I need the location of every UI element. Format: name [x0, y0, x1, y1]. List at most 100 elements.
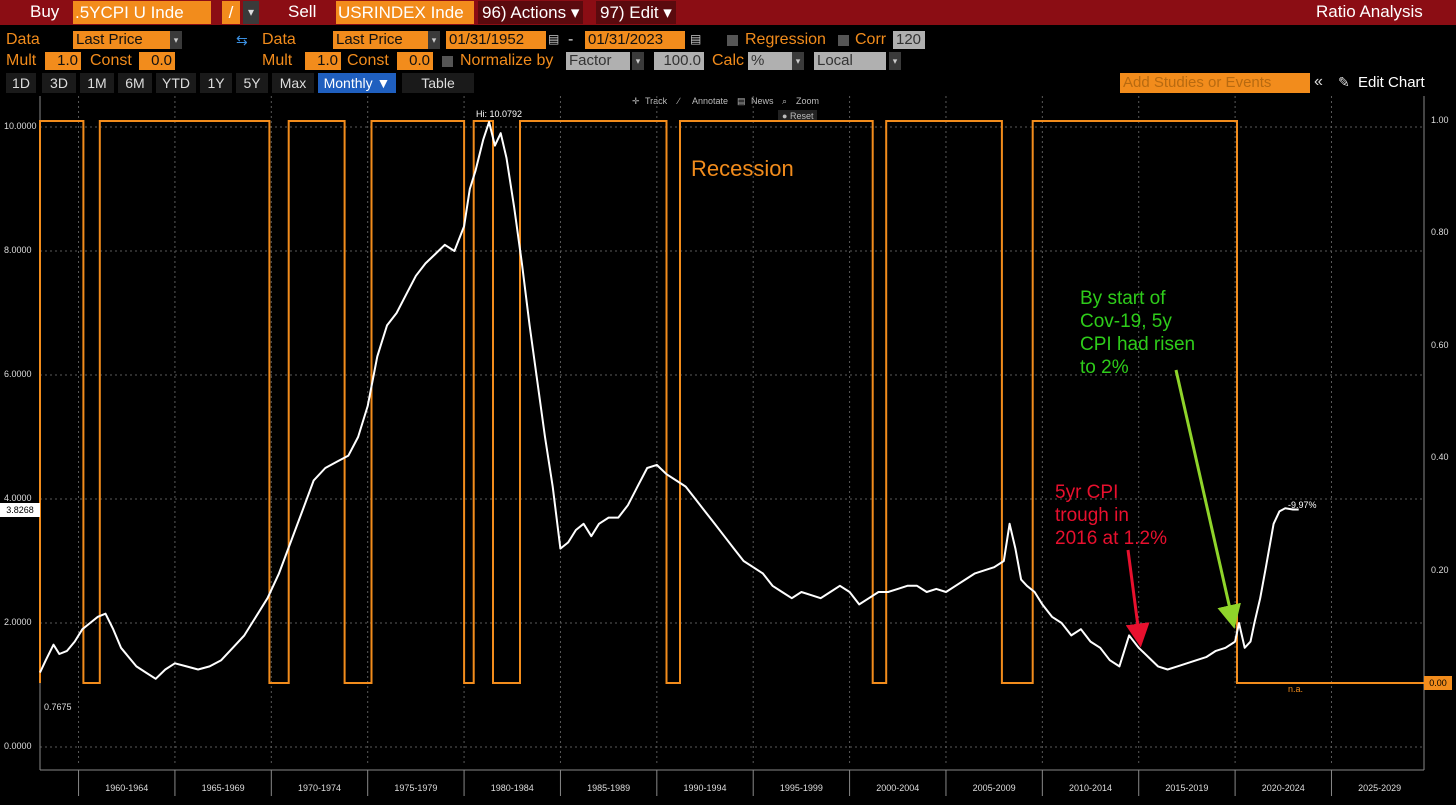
operator-dropdown-icon[interactable]: ▾: [243, 1, 259, 24]
cpi-line: [39, 121, 1299, 680]
end-date-field[interactable]: 01/31/2023: [585, 31, 685, 49]
tab-1y[interactable]: 1Y: [200, 73, 232, 93]
local-field[interactable]: Local: [814, 52, 886, 70]
corr-field[interactable]: 120: [893, 31, 925, 49]
regression-checkbox[interactable]: [727, 35, 738, 46]
start-date-field[interactable]: 01/31/1952: [446, 31, 546, 49]
factor-dropdown-icon[interactable]: ▾: [632, 52, 644, 70]
const-field[interactable]: 0.0: [139, 52, 175, 70]
news-button[interactable]: News: [751, 96, 774, 106]
reset-icon: ●: [782, 111, 788, 121]
reset-button[interactable]: ● Reset: [778, 110, 818, 122]
data-label: Data: [6, 31, 40, 48]
annotate-button[interactable]: Annotate: [692, 96, 729, 106]
buy-button[interactable]: Buy: [30, 2, 60, 21]
tab-5y[interactable]: 5Y: [236, 73, 268, 93]
calc-field[interactable]: %: [748, 52, 792, 70]
left-tick-label: 6.0000: [4, 369, 32, 379]
right-tick-label: 0.60: [1431, 339, 1449, 350]
tab-table[interactable]: Table: [402, 73, 474, 93]
factor-value-field[interactable]: 100.0: [654, 52, 704, 70]
right-last-badge: 0.00: [1424, 676, 1452, 690]
calendar-icon[interactable]: ▤: [548, 32, 560, 46]
edit-chart-button[interactable]: Edit Chart: [1358, 74, 1425, 91]
operator-field[interactable]: /: [222, 1, 240, 24]
collapse-button[interactable]: «: [1314, 73, 1323, 90]
const-label: Const: [90, 52, 132, 69]
x-tick-label: 2015-2019: [1165, 783, 1209, 793]
x-tick-label: 1970-1974: [297, 783, 342, 793]
swap-icon[interactable]: ⇆: [236, 32, 248, 48]
end-change-label: -9.97%: [1288, 500, 1317, 510]
chart-grid: [39, 96, 1425, 796]
x-tick-label: 1965-1969: [201, 783, 245, 793]
calendar-icon[interactable]: ▤: [690, 32, 702, 46]
ticker-input-1[interactable]: .5YCPI U Inde: [73, 1, 211, 24]
annotate-icon[interactable]: ∕: [678, 96, 680, 106]
tab-monthly[interactable]: Monthly ▼: [318, 73, 396, 93]
tab-ytd[interactable]: YTD: [156, 73, 196, 93]
tab-max[interactable]: Max: [272, 73, 314, 93]
recession-series: [39, 120, 1424, 684]
left-tick-label: 10.0000: [4, 121, 37, 131]
actions-menu[interactable]: 96) Actions ▾: [478, 1, 584, 24]
hi-label: Hi: 10.0792: [476, 109, 523, 119]
tab-3d[interactable]: 3D: [42, 73, 76, 93]
calc-label: Calc: [712, 52, 745, 69]
mult-field-2[interactable]: 1.0: [305, 52, 341, 70]
data-field-2[interactable]: Last Price: [333, 31, 429, 49]
news-icon[interactable]: ▤: [737, 96, 746, 106]
red-annotation-line: trough in: [1055, 505, 1129, 526]
mult-field[interactable]: 1.0: [45, 52, 81, 70]
annotation-arrows: [1125, 369, 1241, 648]
last-value-badge: 3.8268: [0, 503, 40, 517]
normalize-checkbox[interactable]: [442, 56, 453, 67]
zoom-icon[interactable]: ⌕: [782, 96, 788, 106]
right-tick-label: 0.40: [1431, 452, 1449, 463]
right-tick-label: 0.80: [1431, 227, 1449, 238]
corr-checkbox[interactable]: [838, 35, 849, 46]
low-label: 0.7675: [44, 702, 72, 712]
green-annotation-line: Cov-19, 5y: [1080, 311, 1172, 332]
data-label-2: Data: [262, 31, 296, 48]
x-tick-label: 1975-1979: [394, 783, 438, 793]
tab-1m[interactable]: 1M: [80, 73, 114, 93]
local-dropdown-icon[interactable]: ▾: [889, 52, 901, 70]
x-tick-label: 2000-2004: [876, 783, 920, 793]
ratio-chart[interactable]: [0, 96, 1456, 805]
tab-6m[interactable]: 6M: [118, 73, 152, 93]
green-annotation-line: to 2%: [1080, 357, 1129, 378]
left-tick-label: 8.0000: [4, 245, 32, 255]
data-dropdown-icon-2[interactable]: ▾: [428, 31, 440, 49]
const-field-2[interactable]: 0.0: [397, 52, 433, 70]
green-annotation-line: By start of: [1080, 288, 1166, 309]
recession-line: [39, 120, 1424, 684]
add-studies-input[interactable]: Add Studies or Events: [1120, 73, 1310, 93]
x-tick-label: 2025-2029: [1358, 783, 1402, 793]
x-tick-label: 1980-1984: [490, 783, 534, 793]
edit-menu[interactable]: 97) Edit ▾: [596, 1, 676, 24]
cpi-series: [39, 121, 1299, 680]
normalize-label: Normalize by: [460, 52, 554, 69]
data-dropdown-icon-1[interactable]: ▾: [170, 31, 182, 49]
const-label-2: Const: [347, 52, 389, 69]
mult-label: Mult: [6, 52, 37, 69]
track-button[interactable]: Track: [645, 96, 668, 106]
left-tick-label: 2.0000: [4, 617, 32, 627]
x-tick-label: 1960-1964: [105, 783, 149, 793]
sell-button[interactable]: Sell: [288, 2, 317, 21]
tab-1d[interactable]: 1D: [6, 73, 36, 93]
track-icon[interactable]: ✛: [632, 96, 640, 106]
x-tick-label: 2020-2024: [1261, 783, 1305, 793]
left-tick-label: 4.0000: [4, 493, 32, 503]
na-label: n.a.: [1288, 684, 1304, 694]
data-field-1[interactable]: Last Price: [73, 31, 175, 49]
regression-label: Regression: [745, 31, 826, 48]
ticker-input-2[interactable]: USRINDEX Inde: [336, 1, 474, 24]
factor-field[interactable]: Factor: [566, 52, 630, 70]
corr-label: Corr: [855, 31, 887, 48]
reset-label: Reset: [789, 111, 814, 121]
zoom-button[interactable]: Zoom: [796, 96, 820, 106]
right-tick-label: 1.00: [1431, 115, 1449, 125]
calc-dropdown-icon[interactable]: ▾: [792, 52, 804, 70]
